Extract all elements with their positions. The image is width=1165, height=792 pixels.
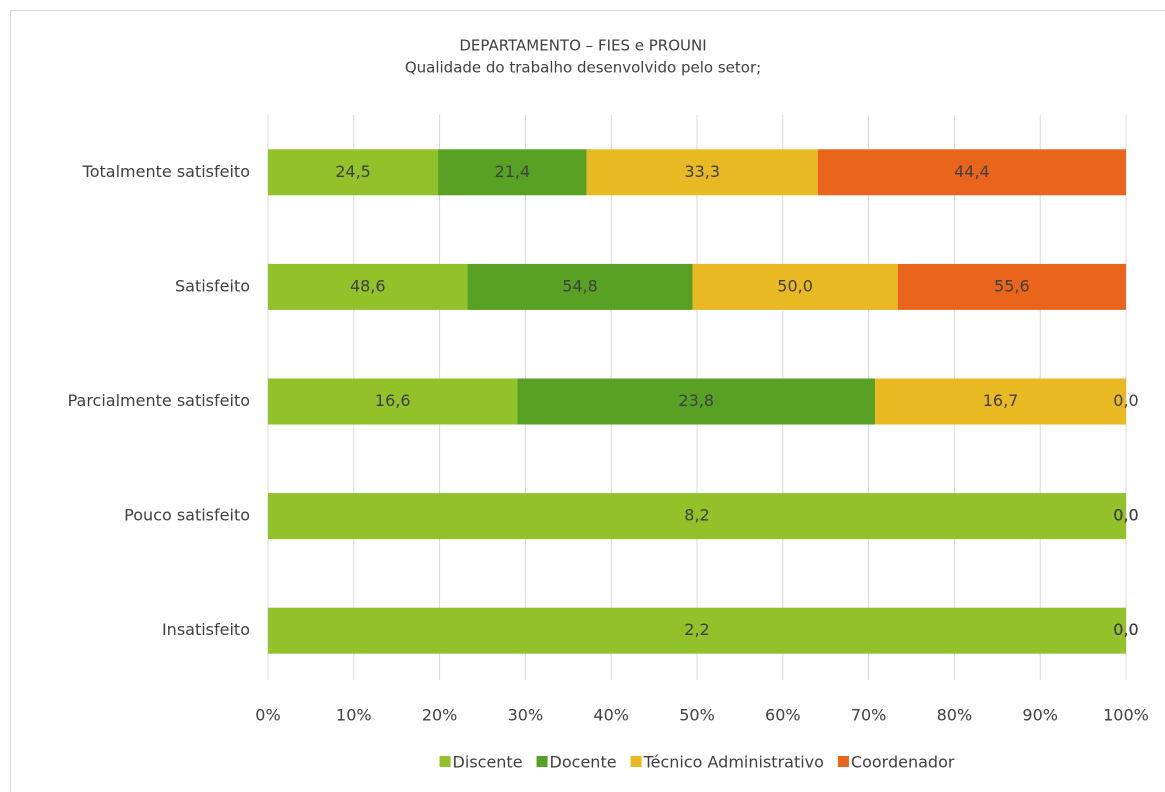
bar-segment (875, 378, 1126, 425)
data-label: 54,8 (562, 276, 598, 295)
x-tick-label: 90% (1022, 706, 1058, 725)
data-label: 0,0 (1113, 391, 1138, 410)
bar-segment (268, 149, 439, 196)
data-label: 0,0 (1113, 620, 1138, 639)
data-label: 48,6 (350, 276, 386, 295)
x-tick-label: 0% (255, 706, 280, 725)
data-label: 8,2 (684, 506, 709, 525)
y-tick-label: Pouco satisfeito (124, 506, 250, 525)
bar-segment (517, 378, 876, 425)
bar-segment (897, 263, 1126, 310)
legend-label: Discente (453, 753, 523, 772)
data-label: 0,0 (1113, 506, 1138, 525)
data-label: 2,2 (684, 620, 709, 639)
y-tick-label: Totalmente satisfeito (82, 162, 250, 181)
x-tick-label: 100% (1103, 706, 1149, 725)
bar-segment (268, 493, 1126, 540)
bar-segment (268, 607, 1126, 654)
data-label: 50,0 (777, 276, 813, 295)
bar-segment (467, 263, 693, 310)
data-label: 23,8 (678, 391, 714, 410)
data-label: 33,3 (684, 162, 720, 181)
data-label: 55,6 (994, 276, 1030, 295)
x-tick-label: 80% (937, 706, 973, 725)
legend-swatch (630, 756, 642, 767)
data-label: 21,4 (495, 162, 531, 181)
bar-segment (692, 263, 898, 310)
bar-segment (438, 149, 587, 196)
x-tick-label: 20% (422, 706, 458, 725)
legend-label: Docente (550, 753, 617, 772)
bar-segment (817, 149, 1126, 196)
chart-subtitle: Qualidade do trabalho desenvolvido pelo … (405, 59, 761, 77)
y-tick-label: Parcialmente satisfeito (68, 391, 250, 410)
data-label: 0,0 (1113, 620, 1138, 639)
x-tick-label: 70% (851, 706, 887, 725)
x-tick-label: 60% (765, 706, 801, 725)
bar-segment (268, 378, 518, 425)
x-tick-label: 10% (336, 706, 372, 725)
data-label: 0,0 (1113, 620, 1138, 639)
data-label: 24,5 (335, 162, 371, 181)
data-label: 16,7 (983, 391, 1019, 410)
legend-swatch (536, 756, 548, 767)
data-label: 0,0 (1113, 506, 1138, 525)
bar-segment (586, 149, 818, 196)
legend-label: Coordenador (851, 753, 955, 772)
y-tick-label: Satisfeito (175, 276, 250, 295)
x-tick-label: 30% (508, 706, 544, 725)
legend-label: Técnico Administrativo (643, 753, 824, 772)
x-tick-label: 50% (679, 706, 715, 725)
legend-swatch (837, 756, 849, 767)
data-label: 44,4 (954, 162, 990, 181)
bar-segment (268, 263, 468, 310)
data-label: 0,0 (1113, 506, 1138, 525)
data-label: 16,6 (375, 391, 411, 410)
y-tick-label: Insatisfeito (162, 620, 250, 639)
chart-title: DEPARTAMENTO – FIES e PROUNI (459, 37, 706, 55)
x-tick-label: 40% (593, 706, 629, 725)
legend-swatch (439, 756, 451, 767)
